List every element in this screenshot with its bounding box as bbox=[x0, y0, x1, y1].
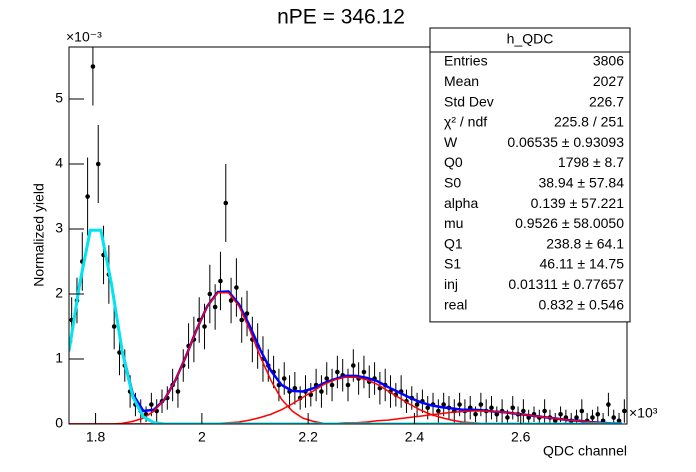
stats-value: 226.7 bbox=[589, 93, 624, 109]
data-point bbox=[85, 194, 90, 199]
stats-value: 38.94 ± 57.84 bbox=[538, 175, 624, 191]
stats-value: 0.832 ± 0.546 bbox=[538, 296, 624, 312]
y-tick-label: 1 bbox=[55, 350, 63, 366]
data-point bbox=[345, 382, 351, 388]
stats-value: 2027 bbox=[593, 73, 624, 89]
stats-key: χ² / ndf bbox=[444, 114, 487, 130]
data-point bbox=[558, 411, 563, 417]
y-exponent: ×10⁻³ bbox=[66, 29, 102, 45]
stats-key: alpha bbox=[444, 195, 478, 211]
data-point bbox=[574, 415, 579, 420]
chart-title: nPE = 346.12 bbox=[277, 6, 405, 29]
y-tick-label: 2 bbox=[55, 285, 63, 301]
x-tick-label: 2.2 bbox=[298, 429, 318, 445]
stats-key: S1 bbox=[444, 256, 461, 272]
y-tick-label: 5 bbox=[55, 90, 63, 106]
data-point bbox=[207, 291, 213, 297]
data-point bbox=[292, 385, 298, 391]
stats-key: Q1 bbox=[444, 235, 463, 251]
x-axis-label: QDC channel bbox=[543, 443, 627, 459]
y-axis-label: Normalized yield bbox=[31, 183, 47, 286]
data-point bbox=[505, 415, 510, 420]
stats-value: 0.9526 ± 58.0050 bbox=[515, 215, 624, 231]
data-point bbox=[90, 64, 96, 69]
data-point bbox=[457, 402, 462, 407]
data-point bbox=[478, 402, 484, 407]
data-point bbox=[510, 405, 516, 411]
data-point bbox=[611, 415, 617, 420]
data-point bbox=[414, 402, 420, 407]
x-exponent: ×10³ bbox=[629, 405, 658, 421]
data-point bbox=[361, 369, 367, 375]
data-point bbox=[175, 389, 181, 394]
stats-value: 1798 ± 8.7 bbox=[558, 154, 624, 170]
x-tick-label: 1.8 bbox=[86, 429, 106, 445]
stats-key: S0 bbox=[444, 175, 461, 191]
data-point bbox=[542, 408, 547, 414]
stats-value: 225.8 / 251 bbox=[554, 114, 624, 130]
x-tick-label: 2.6 bbox=[511, 429, 531, 445]
data-point bbox=[244, 311, 250, 316]
data-point bbox=[212, 304, 218, 310]
x-tick-label: 2.4 bbox=[405, 429, 425, 445]
y-tick-label: 3 bbox=[55, 220, 63, 236]
data-point bbox=[319, 389, 324, 394]
data-point bbox=[595, 411, 601, 417]
data-point bbox=[616, 418, 622, 424]
data-point bbox=[228, 298, 234, 303]
data-point bbox=[239, 317, 245, 323]
data-point bbox=[202, 324, 207, 329]
data-point bbox=[473, 411, 478, 417]
fit-curve bbox=[69, 376, 622, 424]
data-point bbox=[436, 408, 441, 414]
data-point bbox=[329, 382, 335, 388]
data-point bbox=[218, 278, 223, 284]
data-point bbox=[622, 408, 627, 414]
fit-curve bbox=[69, 291, 622, 424]
stats-key: mu bbox=[444, 215, 463, 231]
data-point bbox=[324, 376, 330, 381]
stats-value: 238.8 ± 64.1 bbox=[546, 235, 624, 251]
data-point bbox=[335, 369, 340, 375]
data-point bbox=[149, 402, 154, 407]
stats-key: Entries bbox=[444, 53, 488, 69]
stats-key: Mean bbox=[444, 73, 479, 89]
data-point bbox=[590, 415, 595, 420]
stats-title: h_QDC bbox=[507, 31, 554, 47]
stats-frame bbox=[429, 27, 631, 323]
stats-box: h_QDC Entries 3806 Mean 2027 Std Dev 226.7 χ² /… bbox=[429, 27, 631, 323]
stats-key: W bbox=[444, 134, 458, 150]
data-point bbox=[521, 408, 526, 414]
y-tick-label: 4 bbox=[55, 155, 63, 171]
stats-value: 0.06535 ± 0.93093 bbox=[507, 134, 624, 150]
stats-value: 0.01311 ± 0.77657 bbox=[508, 276, 624, 292]
data-point bbox=[223, 200, 229, 206]
stats-key: inj bbox=[444, 276, 458, 292]
stats-value: 46.11 ± 14.75 bbox=[540, 256, 625, 272]
data-point bbox=[489, 405, 494, 411]
data-point bbox=[95, 161, 101, 167]
x-tick-label: 2 bbox=[198, 429, 206, 445]
data-point bbox=[579, 408, 585, 414]
data-point bbox=[351, 363, 356, 368]
data-point bbox=[281, 376, 287, 381]
data-point bbox=[441, 402, 446, 407]
data-point bbox=[111, 324, 117, 329]
data-point bbox=[234, 285, 239, 290]
stats-value: 3806 bbox=[593, 53, 624, 69]
y-tick-label: 0 bbox=[55, 415, 63, 431]
stats-key: Std Dev bbox=[444, 93, 494, 109]
stats-value: 0.139 ± 57.221 bbox=[531, 195, 625, 211]
data-point bbox=[425, 405, 431, 411]
stats-key: Q0 bbox=[444, 154, 463, 170]
data-point bbox=[606, 402, 611, 407]
data-point bbox=[117, 350, 122, 355]
stats-key: real bbox=[444, 296, 467, 312]
